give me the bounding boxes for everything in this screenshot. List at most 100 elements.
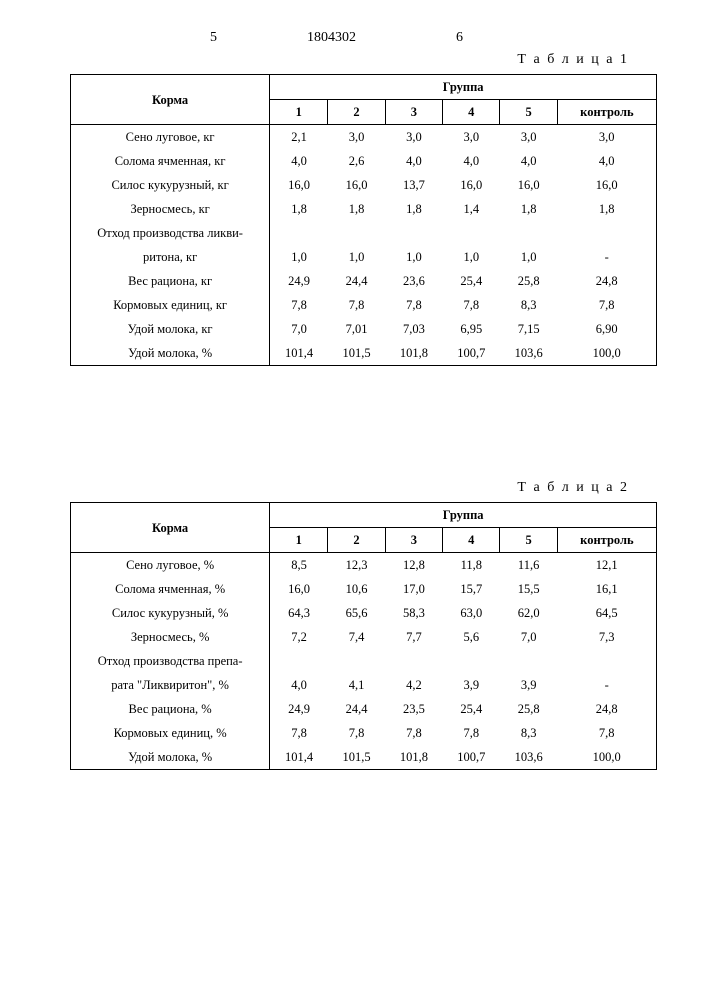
table2-cell: 8,3 <box>500 721 557 745</box>
page-num-left: 5 <box>210 30 217 46</box>
table2-cell: 24,8 <box>557 697 656 721</box>
table1-cell: 7,8 <box>443 293 500 317</box>
table1-label: Т а б л и ц а 1 <box>70 52 629 68</box>
table1-cell: 4,0 <box>385 149 442 173</box>
table1-row-label: Силос кукурузный, кг <box>71 173 270 197</box>
table1-cell: 24,9 <box>270 269 328 293</box>
table1-cell: 8,3 <box>500 293 557 317</box>
table2-cell: 17,0 <box>385 577 442 601</box>
table1-cell: 24,8 <box>557 269 656 293</box>
table2-cell: 101,8 <box>385 745 442 770</box>
table2-col-6: контроль <box>557 528 656 553</box>
table1-cell: 101,4 <box>270 341 328 366</box>
table2-row: Отход производства препа- <box>71 649 657 673</box>
table2-cell: 7,3 <box>557 625 656 649</box>
table1-cell: 7,8 <box>385 293 442 317</box>
table2-row-label: Солома ячменная, % <box>71 577 270 601</box>
table2-cell: 101,4 <box>270 745 328 770</box>
table1-cell: 7,8 <box>270 293 328 317</box>
table1-cell: 101,8 <box>385 341 442 366</box>
table1-cell: 4,0 <box>557 149 656 173</box>
table1-cell: 24,4 <box>328 269 385 293</box>
table1-cell: 6,90 <box>557 317 656 341</box>
table1-row: ритона, кг1,01,01,01,01,0- <box>71 245 657 269</box>
table1-cell: 3,0 <box>557 125 656 150</box>
table2-cell: 64,3 <box>270 601 328 625</box>
table1-cell: 3,0 <box>500 125 557 150</box>
table2-cell: 11,6 <box>500 553 557 578</box>
table2-row-label: Вес рациона, % <box>71 697 270 721</box>
table2-cell: 24,9 <box>270 697 328 721</box>
table1-cell: 7,0 <box>270 317 328 341</box>
table1-cell: 7,03 <box>385 317 442 341</box>
table2-col-3: 3 <box>385 528 442 553</box>
table1-cell: 3,0 <box>385 125 442 150</box>
table1-cell: 1,0 <box>443 245 500 269</box>
table2-row-label: Зерносмесь, % <box>71 625 270 649</box>
page: 5 1804302 6 Т а б л и ц а 1 Корма Группа… <box>0 0 707 770</box>
table2-cell: 7,8 <box>270 721 328 745</box>
table1-row-label: Вес рациона, кг <box>71 269 270 293</box>
table1-row-label: Удой молока, % <box>71 341 270 366</box>
table2-row: рата "Ликвиритон", %4,04,14,23,93,9- <box>71 673 657 697</box>
table2-cell <box>385 649 442 673</box>
doc-number: 1804302 <box>307 30 356 46</box>
table1-cell: 23,6 <box>385 269 442 293</box>
table2-cell: 65,6 <box>328 601 385 625</box>
table2-cell: 3,9 <box>500 673 557 697</box>
table1-cell: 101,5 <box>328 341 385 366</box>
table1-cell: 1,4 <box>443 197 500 221</box>
table1-col-1: 1 <box>270 100 328 125</box>
table1-row-label: Удой молока, кг <box>71 317 270 341</box>
table1-cell: 16,0 <box>443 173 500 197</box>
table1-cell: 16,0 <box>500 173 557 197</box>
table1-cell: 6,95 <box>443 317 500 341</box>
table1-cell: 1,8 <box>557 197 656 221</box>
table1-row: Вес рациона, кг24,924,423,625,425,824,8 <box>71 269 657 293</box>
table2-cell: 63,0 <box>443 601 500 625</box>
table1-cell: 1,0 <box>500 245 557 269</box>
table2-cell <box>270 649 328 673</box>
table2-row-label: Отход производства препа- <box>71 649 270 673</box>
table1-row-label: Солома ячменная, кг <box>71 149 270 173</box>
table2-cell: 7,0 <box>500 625 557 649</box>
table2-cell: 12,3 <box>328 553 385 578</box>
table1-cell: - <box>557 245 656 269</box>
table2-row-label: Силос кукурузный, % <box>71 601 270 625</box>
table1-cell: 1,8 <box>385 197 442 221</box>
table2-cell: 7,4 <box>328 625 385 649</box>
table1-cell: 3,0 <box>328 125 385 150</box>
table1-row: Кормовых единиц, кг7,87,87,87,88,37,8 <box>71 293 657 317</box>
table2-cell: 24,4 <box>328 697 385 721</box>
page-header: 5 1804302 6 <box>70 30 657 46</box>
table2-corner: Корма <box>71 503 270 553</box>
table2-row-label: Кормовых единиц, % <box>71 721 270 745</box>
table2-cell: 16,0 <box>270 577 328 601</box>
table2-cell: 4,0 <box>270 673 328 697</box>
table1-cell <box>557 221 656 245</box>
table2-col-1: 1 <box>270 528 328 553</box>
table1-col-6: контроль <box>557 100 656 125</box>
table2-cell: 25,8 <box>500 697 557 721</box>
table2-row: Кормовых единиц, %7,87,87,87,88,37,8 <box>71 721 657 745</box>
table2-cell: 7,8 <box>557 721 656 745</box>
table1-cell: 2,6 <box>328 149 385 173</box>
table1-cell: 1,8 <box>500 197 557 221</box>
table2-cell: 11,8 <box>443 553 500 578</box>
table2-cell: 12,1 <box>557 553 656 578</box>
table1-cell: 16,0 <box>557 173 656 197</box>
table2-cell: 15,5 <box>500 577 557 601</box>
table1-cell: 100,0 <box>557 341 656 366</box>
table2-cell <box>500 649 557 673</box>
table2-cell: 3,9 <box>443 673 500 697</box>
table1-cell: 25,4 <box>443 269 500 293</box>
page-num-right: 6 <box>456 30 463 46</box>
table2-cell: 7,2 <box>270 625 328 649</box>
table2-cell: 101,5 <box>328 745 385 770</box>
table1-cell: 4,0 <box>443 149 500 173</box>
table2-cell: 58,3 <box>385 601 442 625</box>
table2-cell: 5,6 <box>443 625 500 649</box>
table1: Корма Группа 1 2 3 4 5 контроль Сено луг… <box>70 74 657 366</box>
table2-cell: 10,6 <box>328 577 385 601</box>
table1-cell: 1,0 <box>328 245 385 269</box>
